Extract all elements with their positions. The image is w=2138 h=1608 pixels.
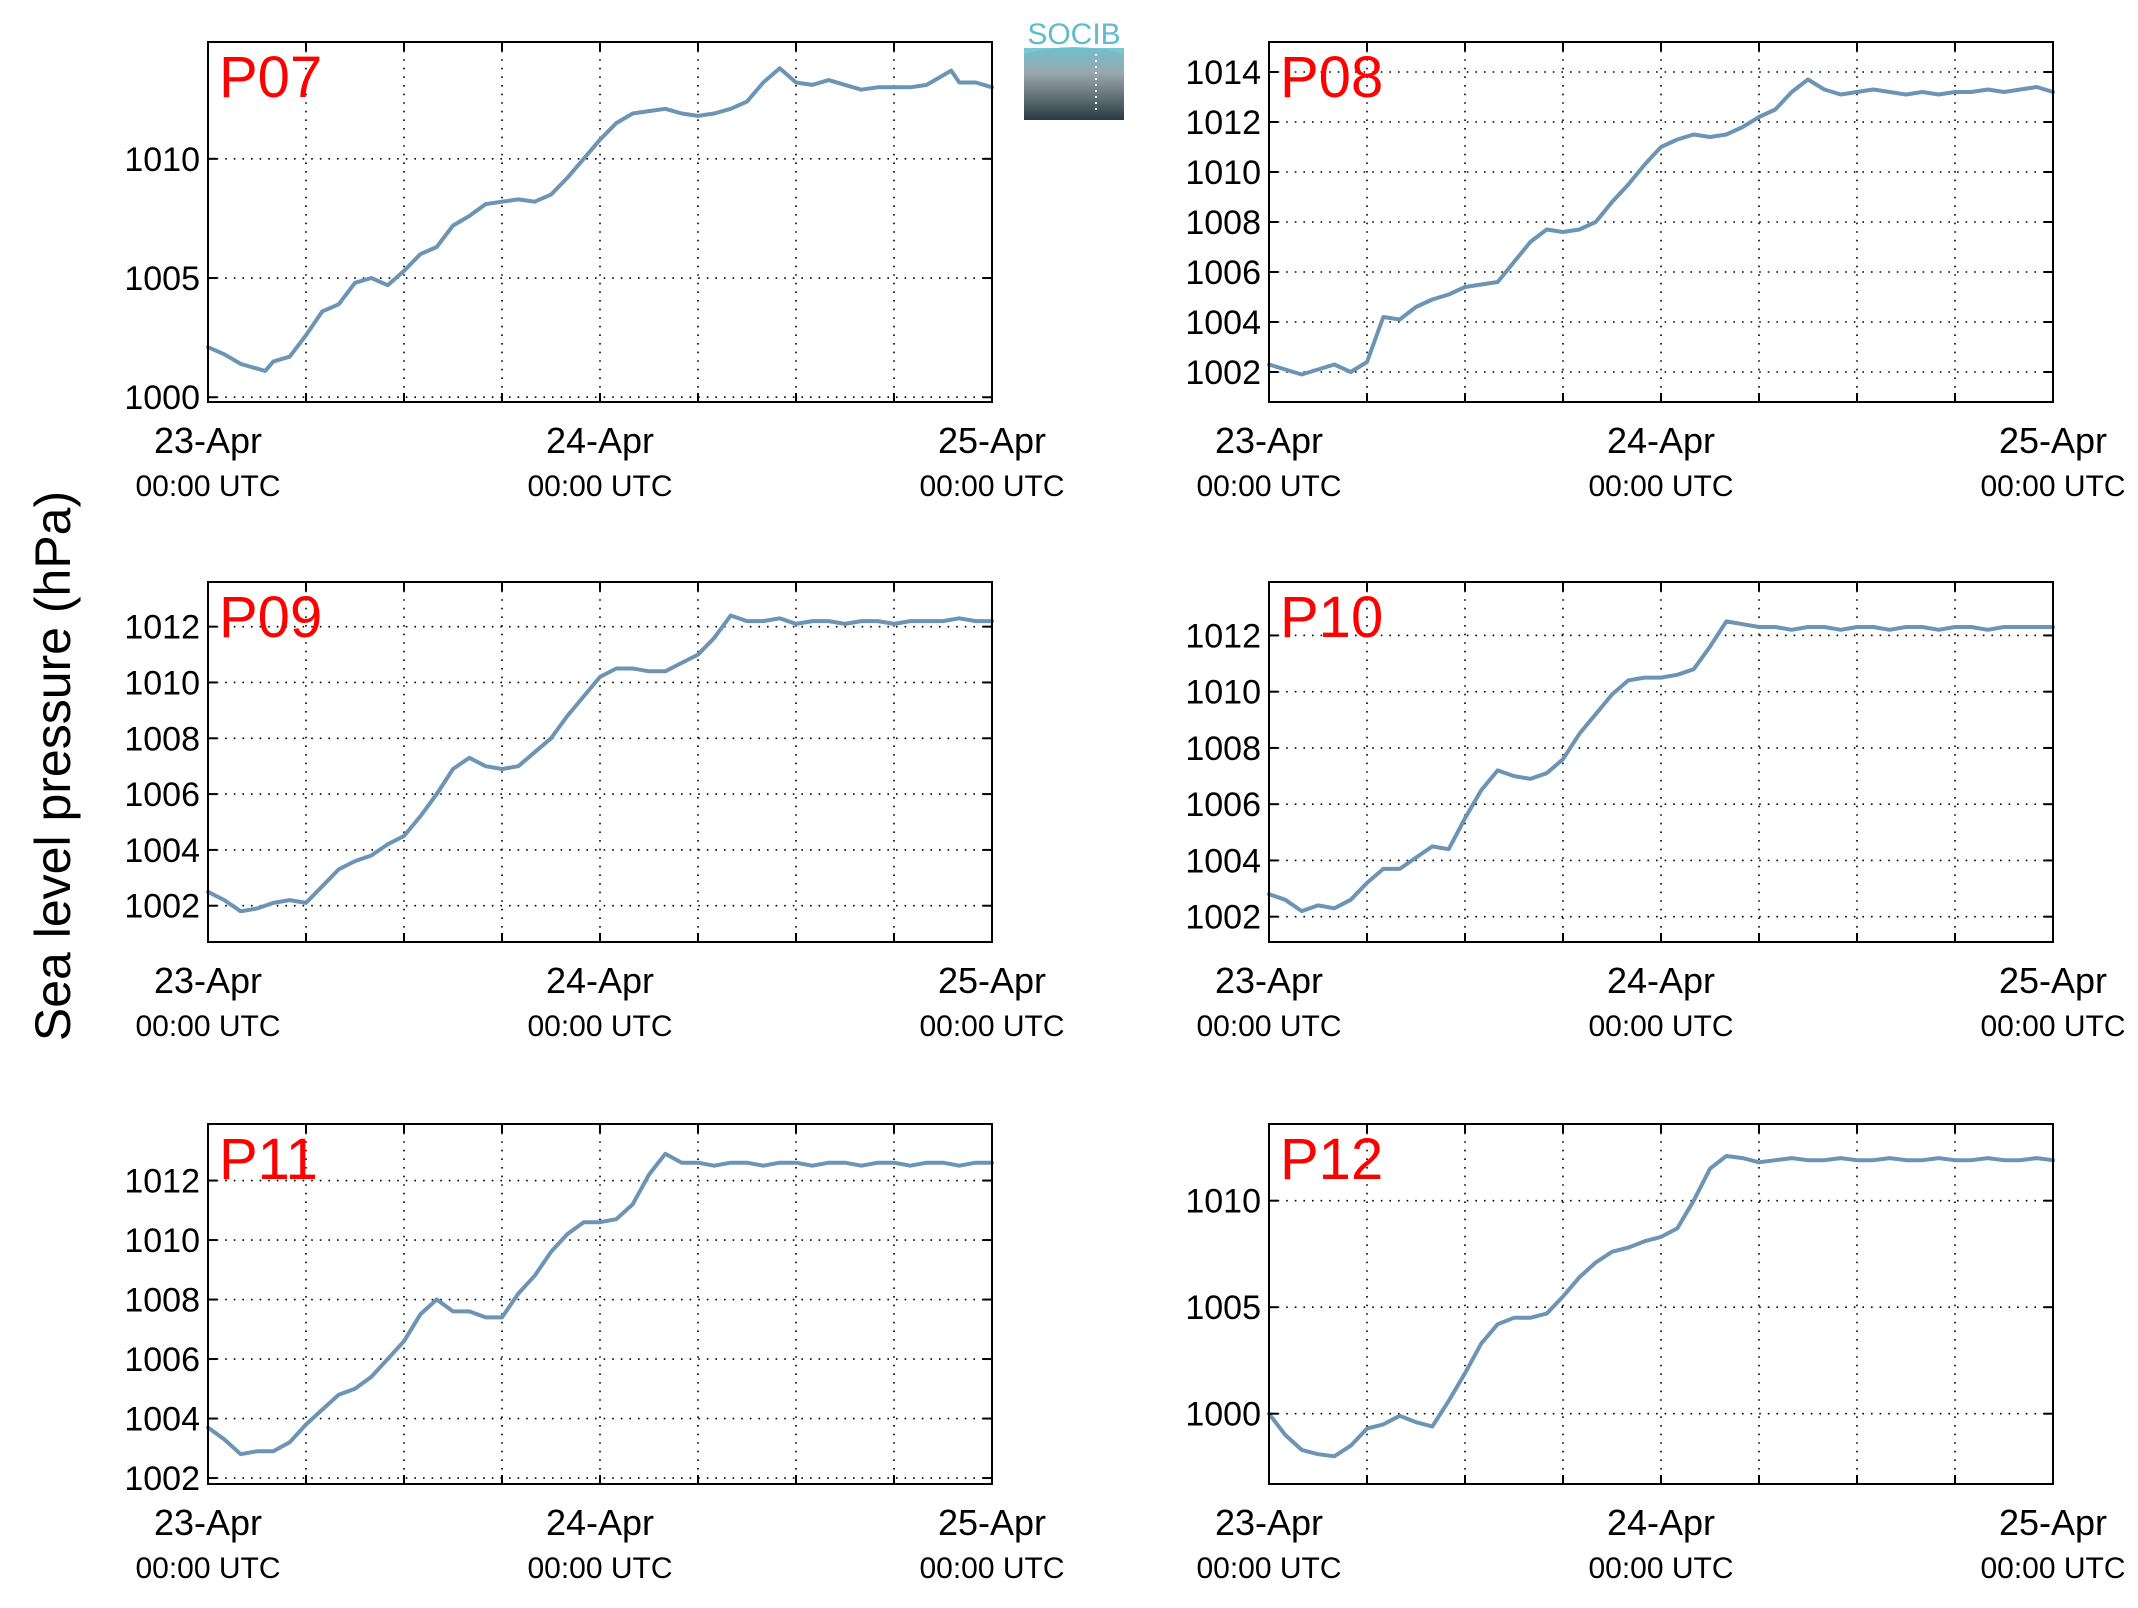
y-tick-label: 1008 xyxy=(124,720,200,758)
x-tick-time-label: 00:00 UTC xyxy=(919,1552,1064,1585)
x-tick-time-label: 00:00 UTC xyxy=(1980,1552,2125,1585)
axes-frame xyxy=(1268,1123,2054,1485)
x-tick-date-label: 24-Apr xyxy=(546,420,654,461)
panel-p11: 1002 1004 1006 1008 1010 1012 23-Apr 00:00 UTC 2… xyxy=(124,1123,1065,1585)
station-label: P07 xyxy=(219,45,322,110)
y-tick-label: 1002 xyxy=(1185,354,1261,392)
y-tick-label: 1008 xyxy=(1185,204,1261,242)
x-tick-time-label: 00:00 UTC xyxy=(527,1552,672,1585)
x-tick-time-label: 00:00 UTC xyxy=(1588,470,1733,503)
x-tick-time-label: 00:00 UTC xyxy=(527,1010,672,1043)
y-tick-label: 1004 xyxy=(124,1401,200,1439)
x-tick-date-label: 25-Apr xyxy=(938,960,1046,1001)
y-tick-label: 1012 xyxy=(1185,104,1261,142)
y-tick-label: 1002 xyxy=(124,1460,200,1498)
y-tick-label: 1002 xyxy=(124,888,200,926)
y-tick-label: 1004 xyxy=(124,832,200,870)
y-tick-label: 1010 xyxy=(124,664,200,702)
axes-frame xyxy=(1268,581,2054,943)
x-tick-date-label: 24-Apr xyxy=(1607,960,1715,1001)
axes-frame xyxy=(207,1123,993,1485)
x-tick-date-label: 23-Apr xyxy=(154,960,262,1001)
y-tick-label: 1004 xyxy=(1185,842,1261,880)
x-tick-date-label: 23-Apr xyxy=(1215,420,1323,461)
y-tick-label: 1005 xyxy=(124,260,200,298)
x-tick-date-label: 24-Apr xyxy=(546,960,654,1001)
y-axis-label: Sea level pressure (hPa) xyxy=(25,491,81,1041)
y-tick-label: 1008 xyxy=(1185,730,1261,768)
y-tick-label: 1000 xyxy=(1185,1396,1261,1434)
y-tick-label: 1012 xyxy=(1185,617,1261,655)
x-tick-time-label: 00:00 UTC xyxy=(1588,1552,1733,1585)
panel-p10: 1002 1004 1006 1008 1010 1012 23-Apr 00:00 UTC 2… xyxy=(1185,581,2126,1043)
x-tick-time-label: 00:00 UTC xyxy=(1588,1010,1733,1043)
x-tick-time-label: 00:00 UTC xyxy=(135,470,280,503)
y-tick-label: 1012 xyxy=(124,609,200,647)
y-tick-label: 1000 xyxy=(124,379,200,417)
series-line xyxy=(206,1151,994,1457)
panels-group: 1000 1005 1010 23-Apr 00:00 UTC 24-Apr 00:00 U… xyxy=(124,41,2126,1585)
y-tick-label: 1008 xyxy=(124,1282,200,1320)
x-tick-date-label: 24-Apr xyxy=(1607,1502,1715,1543)
x-tick-date-label: 25-Apr xyxy=(1999,960,2107,1001)
y-tick-label: 1010 xyxy=(1185,674,1261,712)
y-tick-label: 1010 xyxy=(124,141,200,179)
socib-logo: SOCIB xyxy=(1022,14,1126,122)
axes-frame xyxy=(207,581,993,943)
x-tick-time-label: 00:00 UTC xyxy=(1196,470,1341,503)
panel-p12: 1000 1005 1010 23-Apr 00:00 UTC 24-Apr 00:00 U… xyxy=(1185,1123,2126,1585)
series-line xyxy=(206,613,994,914)
panel-p09: 1002 1004 1006 1008 1010 1012 23-Apr 00:00 UTC 2… xyxy=(124,581,1065,1043)
x-tick-date-label: 23-Apr xyxy=(1215,960,1323,1001)
x-tick-date-label: 25-Apr xyxy=(1999,1502,2107,1543)
x-tick-date-label: 24-Apr xyxy=(546,1502,654,1543)
x-tick-time-label: 00:00 UTC xyxy=(135,1010,280,1043)
panel-p07: 1000 1005 1010 23-Apr 00:00 UTC 24-Apr 00:00 U… xyxy=(124,41,1065,503)
x-tick-time-label: 00:00 UTC xyxy=(1980,1010,2125,1043)
y-tick-label: 1012 xyxy=(124,1163,200,1201)
x-tick-date-label: 23-Apr xyxy=(154,420,262,461)
logo-text: SOCIB xyxy=(1027,18,1120,51)
y-tick-label: 1006 xyxy=(1185,254,1261,292)
y-tick-label: 1006 xyxy=(1185,786,1261,824)
y-tick-label: 1010 xyxy=(1185,1183,1261,1221)
y-tick-label: 1004 xyxy=(1185,304,1261,342)
y-tick-label: 1014 xyxy=(1185,54,1261,92)
series-line xyxy=(1267,77,2055,377)
x-tick-time-label: 00:00 UTC xyxy=(1196,1010,1341,1043)
x-tick-date-label: 23-Apr xyxy=(154,1502,262,1543)
station-label: P11 xyxy=(219,1127,318,1192)
x-tick-time-label: 00:00 UTC xyxy=(919,1010,1064,1043)
x-tick-time-label: 00:00 UTC xyxy=(1196,1552,1341,1585)
y-tick-label: 1002 xyxy=(1185,899,1261,937)
x-tick-time-label: 00:00 UTC xyxy=(527,470,672,503)
station-label: P12 xyxy=(1280,1127,1383,1192)
y-tick-label: 1005 xyxy=(1185,1289,1261,1327)
x-tick-date-label: 25-Apr xyxy=(1999,420,2107,461)
x-tick-date-label: 25-Apr xyxy=(938,420,1046,461)
x-tick-time-label: 00:00 UTC xyxy=(919,470,1064,503)
series-line xyxy=(1267,619,2055,914)
panel-p08: 1002 1004 1006 1008 1010 1012 1014 23-Apr 00:00 … xyxy=(1185,41,2126,503)
series-line xyxy=(1267,1154,2055,1459)
y-tick-label: 1010 xyxy=(1185,154,1261,192)
axes-frame xyxy=(207,41,993,403)
x-tick-time-label: 00:00 UTC xyxy=(1980,470,2125,503)
y-tick-label: 1010 xyxy=(124,1222,200,1260)
x-tick-time-label: 00:00 UTC xyxy=(135,1552,280,1585)
y-tick-label: 1006 xyxy=(124,1341,200,1379)
series-line xyxy=(206,66,994,373)
y-tick-label: 1006 xyxy=(124,776,200,814)
station-label: P10 xyxy=(1280,585,1383,650)
x-tick-date-label: 24-Apr xyxy=(1607,420,1715,461)
x-tick-date-label: 25-Apr xyxy=(938,1502,1046,1543)
station-label: P08 xyxy=(1280,45,1383,110)
x-tick-date-label: 23-Apr xyxy=(1215,1502,1323,1543)
station-label: P09 xyxy=(219,585,322,650)
